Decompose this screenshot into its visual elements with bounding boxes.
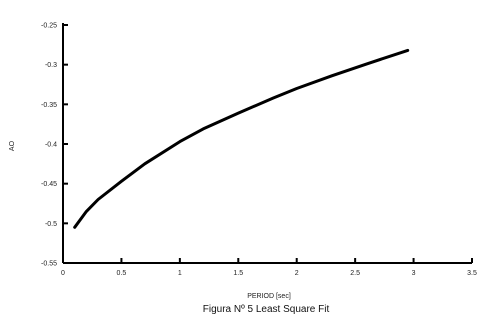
x-tick-label: 1.5: [233, 270, 243, 277]
series-line: [73, 48, 410, 229]
y-axis-title: AO: [9, 140, 16, 151]
y-tick-label: -0.35: [41, 102, 57, 109]
x-axis-title: PERIOD [sec]: [247, 293, 291, 300]
y-tick-group: -0.25 -0.3 -0.35 -0.4 -0.45 -0.5 -0.55: [41, 23, 68, 268]
x-tick-label: 3.5: [467, 270, 477, 277]
x-tick-group: 0 0.5 1 1.5 2 2.5 3 3.5: [61, 258, 477, 277]
y-tick-label: -0.5: [45, 221, 57, 228]
x-tick-label: 1: [178, 270, 182, 277]
y-tick-label: -0.25: [41, 23, 57, 30]
y-tick-label: -0.55: [41, 261, 57, 268]
x-tick-label: 2.5: [350, 270, 360, 277]
x-tick-label: 0.5: [117, 270, 127, 277]
y-tick-label: -0.45: [41, 181, 57, 188]
x-tick-label: 0: [61, 270, 65, 277]
figure-caption: Figura Nº 5 Least Square Fit: [203, 304, 330, 315]
y-tick-label: -0.4: [45, 142, 57, 149]
x-tick-label: 2: [295, 270, 299, 277]
y-tick-label: -0.3: [45, 62, 57, 69]
x-tick-label: 3: [412, 270, 416, 277]
